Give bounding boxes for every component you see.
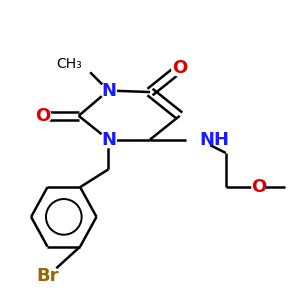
Text: O: O (35, 107, 51, 125)
Circle shape (172, 60, 188, 76)
Text: N: N (101, 130, 116, 148)
Text: O: O (251, 178, 266, 196)
Circle shape (252, 181, 265, 194)
Text: N: N (101, 82, 116, 100)
Text: Br: Br (36, 267, 59, 285)
Text: O: O (172, 59, 187, 77)
Circle shape (70, 52, 93, 75)
Text: CH₃: CH₃ (56, 57, 82, 71)
Circle shape (187, 128, 211, 152)
Circle shape (35, 108, 51, 124)
Text: NH: NH (199, 130, 229, 148)
Circle shape (100, 132, 116, 148)
Circle shape (100, 82, 116, 99)
Circle shape (36, 265, 59, 288)
